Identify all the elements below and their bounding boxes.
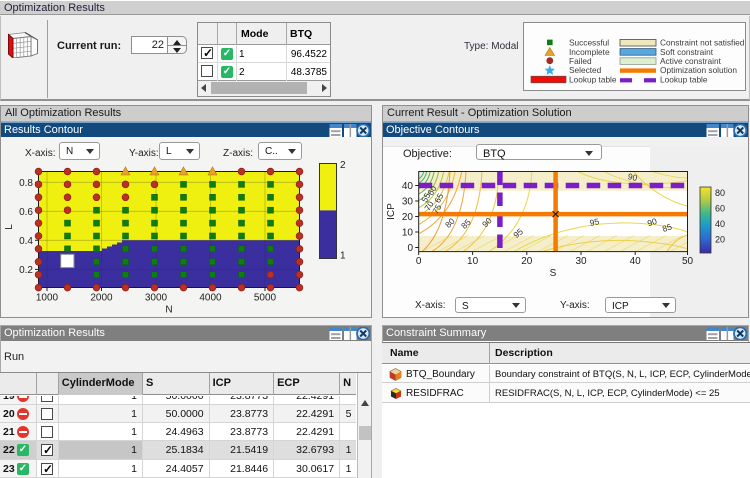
svg-text:20: 20 xyxy=(402,212,414,223)
svg-text:0.2: 0.2 xyxy=(19,265,33,276)
svg-text:Optimization solution: Optimization solution xyxy=(660,65,737,75)
svg-text:Lookup table: Lookup table xyxy=(569,74,617,84)
svg-text:0.4: 0.4 xyxy=(19,236,33,247)
svg-text:5000: 5000 xyxy=(254,293,277,304)
svg-text:Successful: Successful xyxy=(569,38,609,48)
svg-text:40: 40 xyxy=(630,256,642,267)
svg-text:90: 90 xyxy=(646,216,658,229)
svg-text:0.6: 0.6 xyxy=(19,207,33,218)
svg-text:85: 85 xyxy=(661,221,673,234)
svg-text:90: 90 xyxy=(627,171,639,183)
svg-text:20: 20 xyxy=(715,235,725,245)
svg-text:Constraint not satisfied: Constraint not satisfied xyxy=(660,38,745,48)
svg-text:Incomplete: Incomplete xyxy=(569,47,610,57)
svg-text:95: 95 xyxy=(589,216,601,228)
svg-text:30: 30 xyxy=(575,256,587,267)
svg-text:Active constraint: Active constraint xyxy=(660,56,722,66)
svg-text:10: 10 xyxy=(402,228,414,239)
svg-text:1000: 1000 xyxy=(36,293,59,304)
svg-text:Selected: Selected xyxy=(569,65,602,75)
svg-text:65: 65 xyxy=(432,191,445,204)
svg-text:80: 80 xyxy=(715,188,725,198)
svg-text:50: 50 xyxy=(682,256,694,267)
svg-text:20: 20 xyxy=(521,256,533,267)
svg-text:60: 60 xyxy=(715,204,725,214)
svg-text:4000: 4000 xyxy=(199,293,222,304)
svg-text:ICP: ICP xyxy=(386,203,397,220)
svg-text:0.8: 0.8 xyxy=(19,178,33,189)
svg-text:Failed: Failed xyxy=(569,56,592,66)
svg-text:55: 55 xyxy=(419,191,432,204)
svg-text:40: 40 xyxy=(402,181,414,192)
svg-text:0: 0 xyxy=(407,243,413,254)
svg-text:Lookup table: Lookup table xyxy=(660,74,708,84)
svg-text:10: 10 xyxy=(467,256,479,267)
svg-text:2000: 2000 xyxy=(90,293,113,304)
svg-text:40: 40 xyxy=(715,219,725,229)
svg-text:75: 75 xyxy=(430,202,443,215)
svg-text:N: N xyxy=(165,305,172,316)
svg-text:S: S xyxy=(550,268,557,279)
svg-text:30: 30 xyxy=(402,197,414,208)
svg-text:2: 2 xyxy=(340,160,346,171)
svg-text:Soft constraint: Soft constraint xyxy=(660,47,714,57)
svg-text:1: 1 xyxy=(340,251,346,262)
svg-text:0: 0 xyxy=(416,256,422,267)
svg-text:L: L xyxy=(4,224,15,230)
svg-text:3000: 3000 xyxy=(145,293,168,304)
